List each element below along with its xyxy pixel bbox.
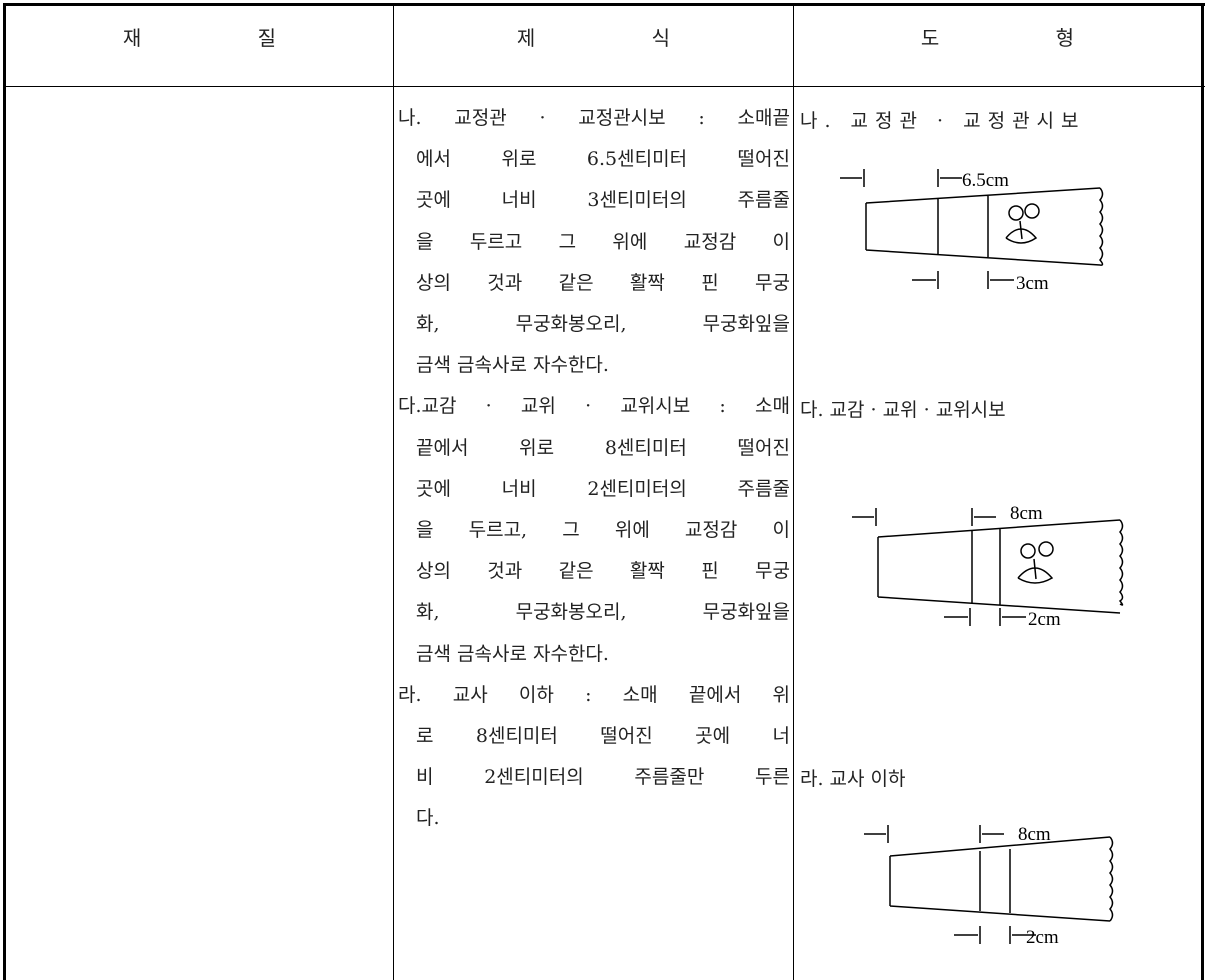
- spec-line: 상의 것과 같은 활짝 핀 무궁: [416, 560, 790, 583]
- sleeve-diagram: 8cm 2cm: [864, 824, 1114, 948]
- header-rule: [3, 86, 1205, 87]
- spec-line: 비 2센티미터의 주름줄만 두른: [416, 766, 790, 789]
- border: [1201, 3, 1204, 980]
- figure-title: 라. 교사 이하: [800, 768, 906, 790]
- spec-line: 나. 교정관 · 교정관시보 : 소매끝: [398, 107, 790, 129]
- spec-line: 화, 무궁화봉오리, 무궁화잎을: [416, 313, 790, 335]
- dimension-label: 2cm: [1026, 927, 1059, 948]
- border: [3, 3, 1205, 6]
- spec-line: 다.: [416, 807, 440, 830]
- spec-line: 금색 금속사로 자수한다.: [416, 642, 609, 665]
- figure-title: 다. 교감 · 교위 · 교위시보: [800, 399, 1006, 421]
- figures: 6.5cm 3cm 8cm 2cm 8cm 2cm: [840, 169, 1124, 948]
- spec-line: 로 8센티미터 떨어진 곳에 너: [416, 725, 790, 747]
- dimension-label: 6.5cm: [962, 170, 1009, 191]
- spec-line: 라. 교사 이하 : 소매 끝에서 위: [398, 683, 790, 706]
- dimension-label: 3cm: [1016, 273, 1049, 294]
- column-header: 도 형: [920, 26, 1075, 50]
- column-rule: [793, 3, 794, 980]
- spec-line: 을 두르고 그 위에 교정감 이: [416, 230, 790, 253]
- spec-line: 다.교감 · 교위 · 교위시보 : 소매: [398, 395, 790, 418]
- sleeve-diagram: 8cm 2cm: [852, 503, 1124, 630]
- spec-line: 상의 것과 같은 활짝 핀 무궁: [416, 271, 790, 294]
- spec-line: 화, 무궁화봉오리, 무궁화잎을: [416, 601, 790, 624]
- spec-line: 을 두르고, 그 위에 교정감 이: [416, 519, 790, 541]
- spec-line: 곳에 너비 3센티미터의 주름줄: [416, 189, 790, 212]
- figure-title: 나. 교정관 · 교정관시보: [800, 110, 1086, 132]
- spec-line: 곳에 너비 2센티미터의 주름줄: [416, 477, 790, 500]
- spec-line: 에서 위로 6.5센티미터 떨어진: [416, 148, 790, 171]
- dimension-label: 8cm: [1018, 824, 1051, 845]
- dimension-label: 8cm: [1010, 503, 1043, 524]
- spec-line: 끝에서 위로 8센티미터 떨어진: [416, 436, 790, 459]
- dimension-label: 2cm: [1028, 609, 1061, 630]
- border: [3, 3, 6, 980]
- column-rule: [393, 3, 394, 980]
- sleeve-diagram: 6.5cm 3cm: [840, 169, 1104, 294]
- spec-line: 금색 금속사로 자수한다.: [416, 354, 609, 377]
- column-header: 재 질: [122, 26, 277, 50]
- column-header: 제 식: [516, 26, 671, 50]
